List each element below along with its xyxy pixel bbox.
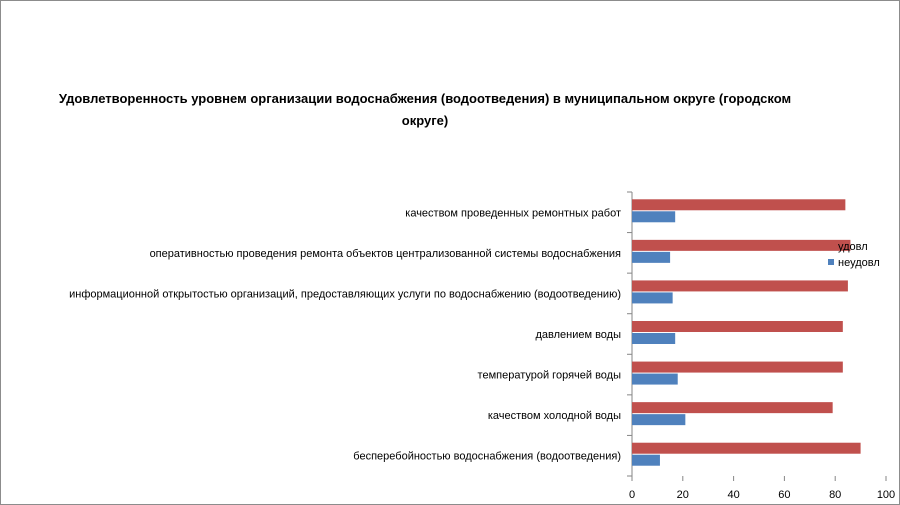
bar-neudovl [632, 333, 676, 344]
bar-udovl [632, 442, 861, 454]
chart-title: Удовлетворенность уровнем организации во… [58, 91, 792, 128]
bar-udovl [632, 321, 843, 332]
bar-neudovl [632, 292, 673, 304]
bar-udovl [632, 239, 851, 251]
x-tick-label: 0 [629, 489, 635, 501]
bar-neudovl [632, 454, 660, 466]
x-tick-label: 20 [677, 489, 689, 501]
bar-neudovl [632, 211, 676, 223]
legend-label: удовл [838, 241, 868, 253]
x-tick-label: 100 [877, 489, 895, 501]
bar-neudovl [632, 414, 686, 426]
legend-swatch [828, 259, 834, 265]
x-tick-label: 40 [727, 489, 739, 501]
bar-udovl [632, 199, 846, 211]
bar-udovl [632, 402, 833, 414]
category-label: качеством холодной воды [488, 410, 621, 422]
bar-udovl [632, 361, 843, 373]
category-label: температурой горячей воды [478, 370, 622, 382]
category-label: бесперебойностью водоснабжения (водоотве… [353, 451, 621, 463]
bar-neudovl [632, 251, 671, 263]
x-tick-label: 60 [778, 489, 790, 501]
bar-udovl [632, 280, 848, 292]
category-label: давлением воды [535, 329, 621, 341]
legend-label: неудовл [838, 257, 880, 269]
category-label: оперативностью проведения ремонта объект… [150, 248, 621, 260]
bar-neudovl [632, 373, 678, 385]
x-tick-label: 80 [829, 489, 841, 501]
category-label: информационной открытостью организаций, … [69, 288, 621, 300]
legend-swatch [828, 243, 834, 249]
category-label: качеством проведенных ремонтных работ [405, 207, 621, 219]
